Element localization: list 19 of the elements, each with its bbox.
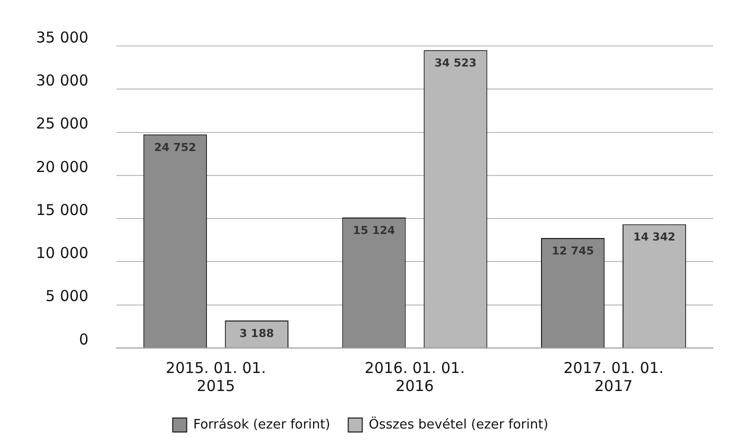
data-label: 15 124: [352, 224, 396, 237]
legend-label: Források (ezer forint): [193, 417, 330, 432]
data-label: 12 745: [552, 244, 594, 258]
y-tick-label: 35 000: [36, 28, 88, 46]
y-tick-label: 20 000: [36, 158, 88, 176]
x-tick-label: 2016. 01. 01. 2016: [364, 358, 465, 395]
y-tick-label: 15 000: [36, 200, 88, 219]
data-label: 34 523: [434, 56, 477, 70]
y-tick-label: 25 000: [36, 114, 88, 133]
data-label: 3 188: [239, 326, 274, 340]
y-tick-label: 10 000: [36, 244, 88, 262]
data-label: 14 342: [633, 230, 676, 244]
y-tick-label: 30 000: [36, 72, 88, 90]
x-tick-label: 2015. 01. 01. 2015: [166, 358, 266, 395]
y-tick-label: 0: [78, 330, 88, 348]
y-tick-label: 5 000: [46, 287, 88, 306]
x-tick-label: 2017. 01. 01. 2017: [563, 358, 664, 395]
legend-label: Összes bevétel (ezer forint): [368, 416, 548, 432]
data-label: 24 752: [154, 140, 196, 154]
